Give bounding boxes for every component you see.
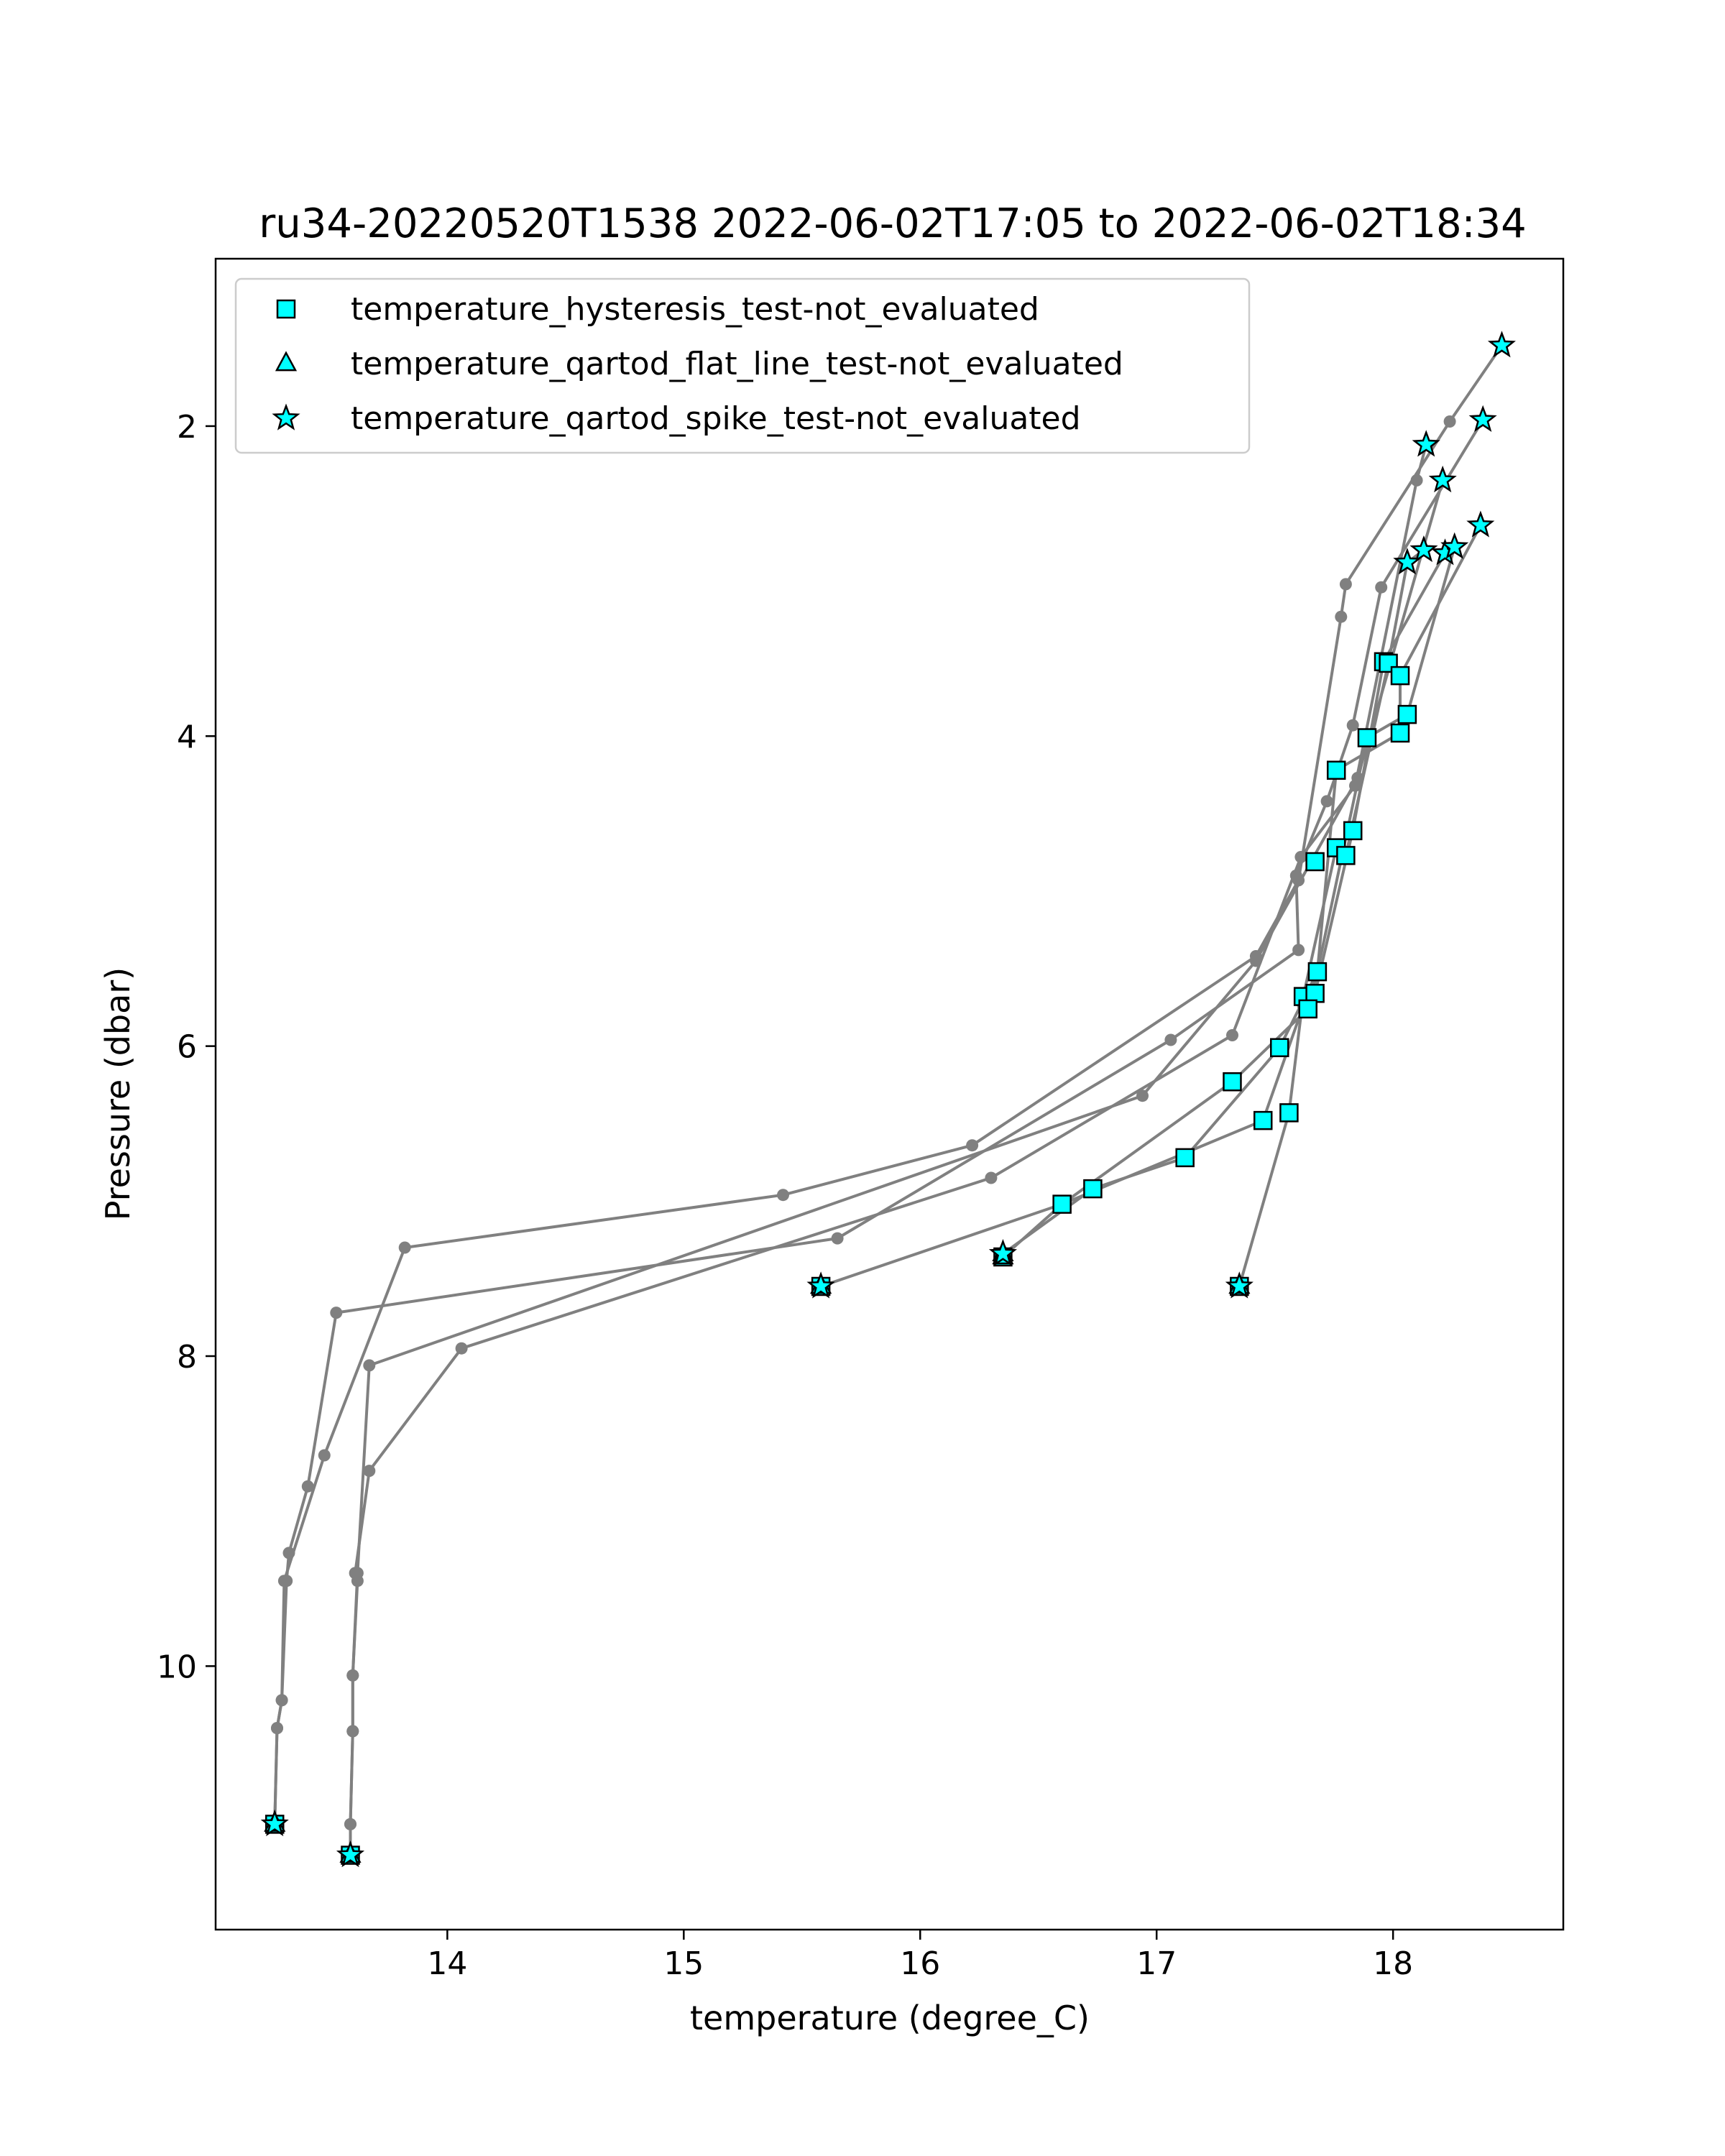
square-marker xyxy=(1357,728,1377,747)
x-tick-label: 17 xyxy=(1136,1945,1177,1982)
square-marker xyxy=(1305,984,1325,1003)
legend-label: temperature_qartod_flat_line_test-not_ev… xyxy=(351,346,1123,382)
x-tick-label: 15 xyxy=(663,1945,704,1982)
square-marker xyxy=(1279,1103,1299,1123)
x-axis-ticks: 14 15 16 17 18 xyxy=(427,1930,1413,1982)
star-marker xyxy=(1225,1271,1254,1299)
legend-square-marker xyxy=(276,299,296,319)
profile-point xyxy=(275,1694,288,1707)
profile-point xyxy=(282,1547,295,1560)
star-marker xyxy=(1409,535,1438,563)
legend-star-marker xyxy=(272,403,300,430)
square-marker xyxy=(1307,962,1328,982)
profile-point xyxy=(831,1232,844,1245)
y-tick-label: 4 xyxy=(177,719,197,755)
profile-point xyxy=(1375,581,1388,594)
legend-label: temperature_hysteresis_test-not_evaluate… xyxy=(351,291,1039,328)
profile-point xyxy=(1289,869,1302,882)
profile-point xyxy=(1226,1029,1238,1041)
profile-point xyxy=(966,1139,979,1152)
star-marker xyxy=(806,1271,835,1299)
profile-point xyxy=(1249,954,1262,967)
profile-point xyxy=(346,1725,359,1738)
profile-point xyxy=(344,1818,356,1830)
x-tick-label: 16 xyxy=(900,1945,940,1982)
y-tick-label: 6 xyxy=(177,1029,197,1066)
legend: temperature_hysteresis_test-not_evaluate… xyxy=(234,277,1251,454)
profile-point xyxy=(318,1449,331,1462)
square-marker xyxy=(1083,1179,1103,1199)
star-marker xyxy=(1428,465,1457,493)
plot-area-frame xyxy=(214,257,1565,1931)
profile-point xyxy=(1164,1033,1177,1046)
star-marker xyxy=(1393,548,1422,575)
profile-point xyxy=(1346,719,1359,732)
star-marker xyxy=(1466,510,1495,538)
square-marker xyxy=(1253,1110,1273,1130)
profile-point xyxy=(1136,1089,1149,1102)
legend-triangle-marker xyxy=(275,351,298,372)
profile-point xyxy=(1294,851,1307,863)
square-marker xyxy=(1397,704,1417,724)
profile-point xyxy=(363,1359,376,1372)
profile-point xyxy=(1443,415,1456,428)
profile-point xyxy=(301,1480,314,1493)
square-marker xyxy=(1270,1038,1289,1058)
star-marker xyxy=(1468,405,1497,433)
profile-point xyxy=(1320,795,1333,808)
legend-label: temperature_qartod_spike_test-not_evalua… xyxy=(351,400,1081,437)
profile-point xyxy=(985,1171,998,1184)
profile-point xyxy=(1339,578,1352,591)
square-marker xyxy=(1326,760,1346,780)
star-marker xyxy=(336,1840,365,1868)
square-marker xyxy=(1298,999,1317,1019)
star-marker xyxy=(988,1239,1017,1266)
profile-point xyxy=(351,1567,364,1580)
star-marker xyxy=(1412,430,1440,457)
profile-point xyxy=(280,1575,293,1588)
profile-point xyxy=(1335,610,1348,623)
star-marker xyxy=(260,1809,289,1836)
y-tick-label: 8 xyxy=(177,1339,197,1376)
profile-point xyxy=(1351,772,1364,784)
y-tick-label: 10 xyxy=(157,1649,197,1685)
square-marker xyxy=(1305,852,1325,872)
profile-point xyxy=(1292,944,1305,957)
square-marker xyxy=(1390,665,1410,686)
y-tick-label: 2 xyxy=(177,409,197,446)
y-axis-ticks: 2 4 6 8 10 xyxy=(157,409,216,1685)
y-axis-label: Pressure (dbar) xyxy=(98,967,137,1220)
profile-point xyxy=(346,1669,359,1682)
square-marker xyxy=(1343,821,1363,841)
square-marker xyxy=(1175,1148,1195,1168)
square-marker xyxy=(1390,723,1410,743)
profile-point xyxy=(271,1722,283,1735)
x-axis-label: temperature (degree_C) xyxy=(690,1999,1090,2037)
profile-point xyxy=(455,1342,468,1355)
profile-point xyxy=(330,1307,343,1319)
flag-markers xyxy=(260,331,1516,1868)
x-tick-label: 18 xyxy=(1373,1945,1413,1982)
profile-point xyxy=(363,1465,376,1478)
profile-point xyxy=(398,1241,411,1254)
square-marker xyxy=(1052,1194,1072,1214)
square-marker xyxy=(1336,846,1356,865)
profile-point xyxy=(777,1189,789,1202)
star-marker xyxy=(1440,532,1469,559)
square-marker xyxy=(1223,1072,1242,1092)
x-tick-label: 14 xyxy=(427,1945,467,1982)
profile-point xyxy=(1410,474,1423,487)
chart-title: ru34-20220520T1538 2022-06-02T17:05 to 2… xyxy=(259,201,1526,247)
star-marker xyxy=(1487,331,1516,358)
legend-frame xyxy=(234,277,1251,454)
